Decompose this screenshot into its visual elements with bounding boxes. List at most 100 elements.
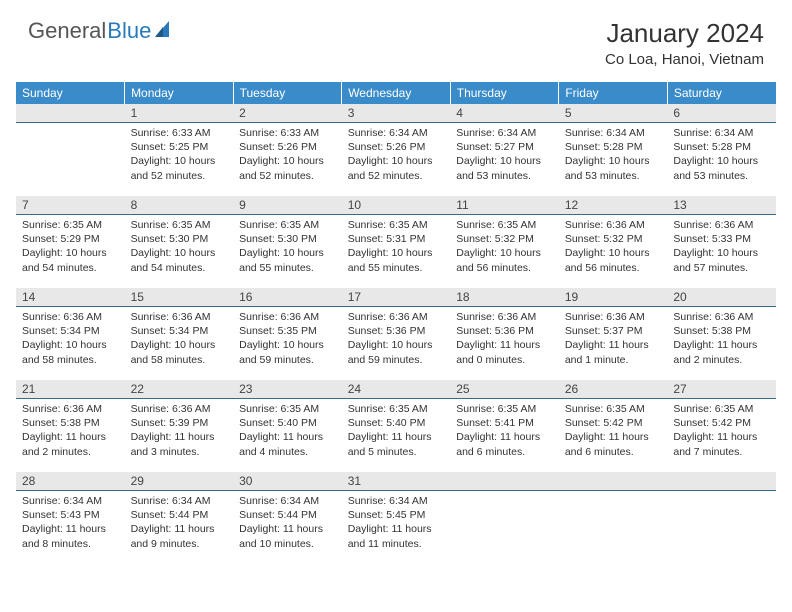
- daylight-line: Daylight: 10 hours and 59 minutes.: [348, 338, 445, 366]
- sunset-line: Sunset: 5:32 PM: [456, 232, 553, 246]
- day-content: Sunrise: 6:34 AMSunset: 5:44 PMDaylight:…: [233, 491, 342, 555]
- sunset-line: Sunset: 5:41 PM: [456, 416, 553, 430]
- daylight-line: Daylight: 10 hours and 58 minutes.: [131, 338, 228, 366]
- sunrise-line: Sunrise: 6:36 AM: [565, 218, 662, 232]
- sunset-line: Sunset: 5:32 PM: [565, 232, 662, 246]
- sunset-line: Sunset: 5:36 PM: [456, 324, 553, 338]
- day-number: 24: [342, 380, 451, 399]
- page-title: January 2024: [605, 18, 764, 49]
- daylight-line: Daylight: 10 hours and 57 minutes.: [673, 246, 770, 274]
- sunset-line: Sunset: 5:29 PM: [22, 232, 119, 246]
- day-number: 3: [342, 104, 451, 123]
- day-content: Sunrise: 6:35 AMSunset: 5:29 PMDaylight:…: [16, 215, 125, 279]
- daylight-line: Daylight: 10 hours and 55 minutes.: [239, 246, 336, 274]
- sunset-line: Sunset: 5:33 PM: [673, 232, 770, 246]
- day-number: 23: [233, 380, 342, 399]
- calendar-row: 1Sunrise: 6:33 AMSunset: 5:25 PMDaylight…: [16, 104, 776, 196]
- day-content: Sunrise: 6:35 AMSunset: 5:40 PMDaylight:…: [233, 399, 342, 463]
- day-number: 22: [125, 380, 234, 399]
- day-number: 12: [559, 196, 668, 215]
- calendar-cell: 16Sunrise: 6:36 AMSunset: 5:35 PMDayligh…: [233, 288, 342, 380]
- day-content: Sunrise: 6:36 AMSunset: 5:33 PMDaylight:…: [667, 215, 776, 279]
- logo-sail-icon: [153, 19, 175, 39]
- sunrise-line: Sunrise: 6:35 AM: [348, 402, 445, 416]
- day-number-empty: [559, 472, 668, 491]
- day-content: Sunrise: 6:35 AMSunset: 5:31 PMDaylight:…: [342, 215, 451, 279]
- calendar-cell: 3Sunrise: 6:34 AMSunset: 5:26 PMDaylight…: [342, 104, 451, 196]
- day-number: 19: [559, 288, 668, 307]
- calendar-cell: [559, 472, 668, 564]
- sunset-line: Sunset: 5:30 PM: [239, 232, 336, 246]
- daylight-line: Daylight: 10 hours and 53 minutes.: [673, 154, 770, 182]
- sunrise-line: Sunrise: 6:36 AM: [673, 218, 770, 232]
- day-content: Sunrise: 6:36 AMSunset: 5:35 PMDaylight:…: [233, 307, 342, 371]
- day-content: Sunrise: 6:34 AMSunset: 5:27 PMDaylight:…: [450, 123, 559, 187]
- daylight-line: Daylight: 11 hours and 6 minutes.: [456, 430, 553, 458]
- calendar-cell: 26Sunrise: 6:35 AMSunset: 5:42 PMDayligh…: [559, 380, 668, 472]
- calendar-cell: 18Sunrise: 6:36 AMSunset: 5:36 PMDayligh…: [450, 288, 559, 380]
- daylight-line: Daylight: 11 hours and 1 minute.: [565, 338, 662, 366]
- day-content: Sunrise: 6:36 AMSunset: 5:37 PMDaylight:…: [559, 307, 668, 371]
- sunset-line: Sunset: 5:42 PM: [673, 416, 770, 430]
- sunrise-line: Sunrise: 6:34 AM: [456, 126, 553, 140]
- day-content: Sunrise: 6:34 AMSunset: 5:43 PMDaylight:…: [16, 491, 125, 555]
- weekday-header: Friday: [559, 82, 668, 104]
- calendar-cell: 10Sunrise: 6:35 AMSunset: 5:31 PMDayligh…: [342, 196, 451, 288]
- sunset-line: Sunset: 5:35 PM: [239, 324, 336, 338]
- sunset-line: Sunset: 5:40 PM: [239, 416, 336, 430]
- sunrise-line: Sunrise: 6:35 AM: [673, 402, 770, 416]
- sunrise-line: Sunrise: 6:34 AM: [348, 126, 445, 140]
- calendar-cell: 7Sunrise: 6:35 AMSunset: 5:29 PMDaylight…: [16, 196, 125, 288]
- sunset-line: Sunset: 5:27 PM: [456, 140, 553, 154]
- daylight-line: Daylight: 10 hours and 58 minutes.: [22, 338, 119, 366]
- calendar-cell: 12Sunrise: 6:36 AMSunset: 5:32 PMDayligh…: [559, 196, 668, 288]
- sunrise-line: Sunrise: 6:36 AM: [239, 310, 336, 324]
- sunrise-line: Sunrise: 6:35 AM: [348, 218, 445, 232]
- logo-text-blue: Blue: [107, 18, 151, 44]
- day-number: 8: [125, 196, 234, 215]
- daylight-line: Daylight: 11 hours and 4 minutes.: [239, 430, 336, 458]
- daylight-line: Daylight: 11 hours and 6 minutes.: [565, 430, 662, 458]
- sunrise-line: Sunrise: 6:35 AM: [565, 402, 662, 416]
- weekday-header: Tuesday: [233, 82, 342, 104]
- sunset-line: Sunset: 5:43 PM: [22, 508, 119, 522]
- sunrise-line: Sunrise: 6:36 AM: [565, 310, 662, 324]
- calendar-cell: 1Sunrise: 6:33 AMSunset: 5:25 PMDaylight…: [125, 104, 234, 196]
- sunrise-line: Sunrise: 6:33 AM: [239, 126, 336, 140]
- sunrise-line: Sunrise: 6:36 AM: [22, 310, 119, 324]
- day-number: 30: [233, 472, 342, 491]
- day-content: Sunrise: 6:36 AMSunset: 5:32 PMDaylight:…: [559, 215, 668, 279]
- calendar-cell: 19Sunrise: 6:36 AMSunset: 5:37 PMDayligh…: [559, 288, 668, 380]
- weekday-header: Saturday: [667, 82, 776, 104]
- calendar-cell: 4Sunrise: 6:34 AMSunset: 5:27 PMDaylight…: [450, 104, 559, 196]
- day-number: 18: [450, 288, 559, 307]
- day-content: Sunrise: 6:33 AMSunset: 5:25 PMDaylight:…: [125, 123, 234, 187]
- sunset-line: Sunset: 5:36 PM: [348, 324, 445, 338]
- sunrise-line: Sunrise: 6:35 AM: [131, 218, 228, 232]
- day-number: 25: [450, 380, 559, 399]
- daylight-line: Daylight: 11 hours and 7 minutes.: [673, 430, 770, 458]
- sunset-line: Sunset: 5:37 PM: [565, 324, 662, 338]
- calendar-cell: 27Sunrise: 6:35 AMSunset: 5:42 PMDayligh…: [667, 380, 776, 472]
- daylight-line: Daylight: 11 hours and 8 minutes.: [22, 522, 119, 550]
- day-number: 5: [559, 104, 668, 123]
- daylight-line: Daylight: 10 hours and 59 minutes.: [239, 338, 336, 366]
- calendar-cell: 9Sunrise: 6:35 AMSunset: 5:30 PMDaylight…: [233, 196, 342, 288]
- sunrise-line: Sunrise: 6:36 AM: [22, 402, 119, 416]
- calendar-cell: 29Sunrise: 6:34 AMSunset: 5:44 PMDayligh…: [125, 472, 234, 564]
- daylight-line: Daylight: 10 hours and 53 minutes.: [565, 154, 662, 182]
- sunset-line: Sunset: 5:45 PM: [348, 508, 445, 522]
- day-content: Sunrise: 6:33 AMSunset: 5:26 PMDaylight:…: [233, 123, 342, 187]
- daylight-line: Daylight: 10 hours and 54 minutes.: [131, 246, 228, 274]
- daylight-line: Daylight: 10 hours and 52 minutes.: [348, 154, 445, 182]
- logo-text-general: General: [28, 18, 106, 44]
- sunset-line: Sunset: 5:25 PM: [131, 140, 228, 154]
- daylight-line: Daylight: 11 hours and 0 minutes.: [456, 338, 553, 366]
- sunset-line: Sunset: 5:42 PM: [565, 416, 662, 430]
- day-number: 10: [342, 196, 451, 215]
- sunrise-line: Sunrise: 6:35 AM: [456, 218, 553, 232]
- day-number: 31: [342, 472, 451, 491]
- day-number: 7: [16, 196, 125, 215]
- sunset-line: Sunset: 5:38 PM: [22, 416, 119, 430]
- daylight-line: Daylight: 10 hours and 56 minutes.: [565, 246, 662, 274]
